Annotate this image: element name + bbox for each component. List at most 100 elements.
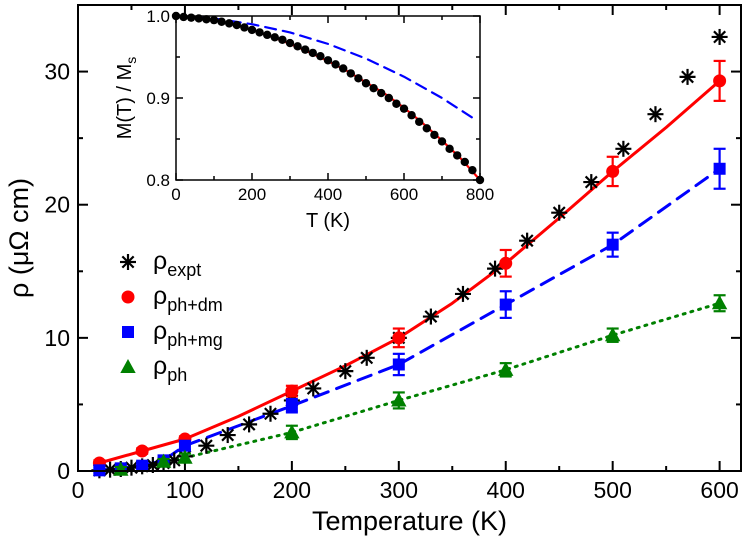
inset-data-point: [285, 38, 295, 48]
inset-data-point: [422, 124, 431, 133]
inset-data-point: [437, 137, 447, 146]
inset-y-tick-label: 1.0: [146, 7, 170, 26]
x-tick-label: 0: [72, 477, 85, 503]
legend-label: ρexpt: [153, 247, 201, 280]
inset-data-point: [187, 13, 196, 22]
inset-data-point: [232, 20, 241, 30]
inset-data-point: [316, 51, 325, 61]
inset-data-point: [225, 19, 234, 28]
data-point: [391, 392, 407, 407]
data-point: [113, 461, 129, 476]
inset-x-tick-label: 400: [314, 185, 342, 204]
data-point: [337, 363, 354, 380]
inset-data-point: [415, 117, 424, 126]
inset-data-point: [247, 25, 257, 35]
inset-data-point: [323, 56, 333, 65]
data-point: [551, 204, 568, 221]
inset-data-point: [384, 93, 393, 103]
data-point: [711, 295, 728, 310]
data-point: [487, 260, 504, 277]
inset-y-tick-label: 0.9: [146, 89, 170, 108]
data-point: [285, 399, 298, 412]
data-point: [392, 358, 405, 371]
data-point: [155, 453, 172, 468]
inset-data-point: [392, 99, 401, 108]
data-point: [262, 405, 279, 422]
inset-data-point: [209, 15, 219, 25]
inset-data-point: [331, 60, 340, 69]
data-point: [241, 416, 258, 433]
data-point: [284, 424, 300, 439]
legend-label: ρph: [153, 352, 187, 385]
inset-data-point: [407, 111, 416, 120]
inset-x-tick-label: 800: [466, 185, 494, 204]
data-point: [135, 444, 149, 458]
inset-data-point: [369, 83, 378, 93]
plot-frame: [77, 4, 742, 472]
x-tick-label: 400: [487, 477, 525, 503]
y-axis-label: ρ (μΩ cm): [4, 178, 34, 298]
x-axis-label: Temperature (K): [312, 506, 507, 536]
data-point: [499, 298, 512, 311]
y-tick-label: 10: [44, 325, 70, 351]
legend-label: ρph+dm: [153, 282, 223, 315]
x-tick-label: 500: [593, 477, 631, 503]
inset-plot: 0 200 400 600 800 0.8 0.9 1.0 T (K) M(T) / Ms: [114, 7, 494, 232]
data-point: [305, 380, 322, 397]
data-point: [606, 164, 620, 178]
legend-marker: [120, 254, 136, 270]
inset-data-point: [263, 30, 272, 40]
inset-data-point: [468, 165, 477, 175]
inset-data-point: [361, 79, 371, 88]
data-point: [285, 384, 299, 398]
inset-x-axis-label: T (K): [306, 210, 350, 232]
data-point: [583, 174, 600, 191]
inset-data-point: [399, 104, 409, 113]
inset-data-point: [217, 17, 226, 26]
x-tick-label: 600: [700, 477, 738, 503]
inset-x-tick-label: 0: [171, 185, 180, 204]
data-point: [604, 327, 621, 342]
data-point: [219, 427, 236, 444]
data-point: [606, 238, 619, 251]
inset-data-point: [453, 151, 462, 160]
data-point: [198, 437, 215, 454]
inset-data-point: [354, 74, 363, 83]
inset-data-point: [308, 48, 317, 58]
inset-data-point: [346, 69, 355, 78]
inset-x-tick-label: 600: [390, 185, 418, 204]
data-point: [178, 439, 191, 452]
inset-frame: [175, 15, 481, 181]
x-tick-label: 100: [166, 477, 204, 503]
inset-y-axis-label: M(T) / Ms: [114, 57, 139, 140]
legend-marker: [122, 326, 134, 338]
inset-data-point: [278, 35, 287, 44]
inset-data-point: [293, 42, 302, 51]
y-tick-label: 0: [57, 458, 70, 484]
data-point: [454, 285, 471, 302]
data-point: [498, 361, 514, 376]
data-point: [422, 308, 439, 325]
y-tick-label: 30: [44, 59, 70, 85]
data-point: [679, 68, 696, 85]
inset-data-point: [301, 45, 310, 54]
legend-marker: [121, 290, 135, 304]
inset-data-point: [240, 23, 249, 32]
y-tick-label: 20: [44, 192, 70, 218]
inset-data-point: [270, 33, 279, 42]
data-point: [647, 106, 664, 123]
inset-data-point: [430, 130, 439, 140]
inset-data-point: [339, 64, 348, 73]
inset-series-line: [174, 14, 474, 119]
x-tick-label: 300: [380, 477, 418, 503]
inset-background: [176, 16, 480, 180]
inset-data-point: [202, 15, 211, 24]
inset-data-point: [255, 28, 264, 37]
data-point: [136, 459, 149, 472]
legend-label: ρph+mg: [153, 317, 223, 350]
data-point: [519, 232, 536, 249]
inset-x-tick-label: 200: [238, 185, 266, 204]
main-plot: 0 100 200 300 400 500 600 0 10 20 30 Temperature (K…: [4, 4, 742, 536]
